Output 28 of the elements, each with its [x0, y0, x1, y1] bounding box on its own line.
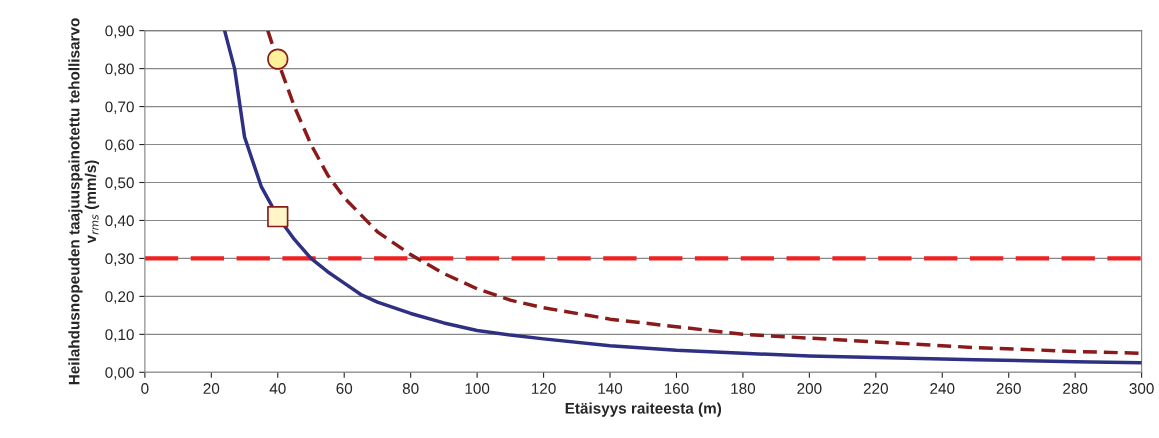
x-tick-label: 220 [863, 383, 888, 394]
y-axis-title: Heilahdusnopeuden taajuuspainotettu tehollisarvo v$_{rms}$ (mm/s) [68, 18, 100, 385]
y-tick-label: 0,30 [105, 253, 134, 266]
x-tick-label: 20 [203, 383, 220, 394]
x-tick-label: 140 [598, 383, 623, 394]
x-tick-label: 100 [465, 383, 490, 394]
y-tick-label: 0,50 [105, 177, 134, 190]
y-tick-label: 0,10 [105, 329, 134, 342]
x-tick-label: 260 [996, 383, 1021, 394]
x-tick-label: 280 [1063, 383, 1088, 394]
x-tick-label: 240 [930, 383, 955, 394]
x-tick-label: 200 [797, 383, 822, 394]
y-tick-label: 0,70 [105, 101, 134, 115]
y-tick-label: 0,40 [105, 215, 134, 228]
y-tick-label: 0,60 [105, 139, 134, 153]
x-tick-label: 300 [1129, 383, 1154, 394]
x-tick-label: 0 [141, 383, 149, 394]
y-tick-label: 0,80 [105, 63, 134, 77]
x-axis-title: Etäisyys raiteesta (m) [565, 402, 722, 417]
y-tick-label: 0,00 [105, 367, 134, 380]
x-tick-label: 40 [269, 383, 286, 394]
x-tick-label: 60 [336, 383, 353, 394]
y-tick-label: 0,20 [105, 291, 134, 304]
x-tick-label: 120 [531, 383, 556, 394]
x-tick-label: 160 [664, 383, 689, 394]
x-tick-label: 180 [731, 383, 756, 394]
x-tick-label: 80 [402, 383, 419, 394]
y-tick-label: 0,90 [105, 25, 134, 39]
